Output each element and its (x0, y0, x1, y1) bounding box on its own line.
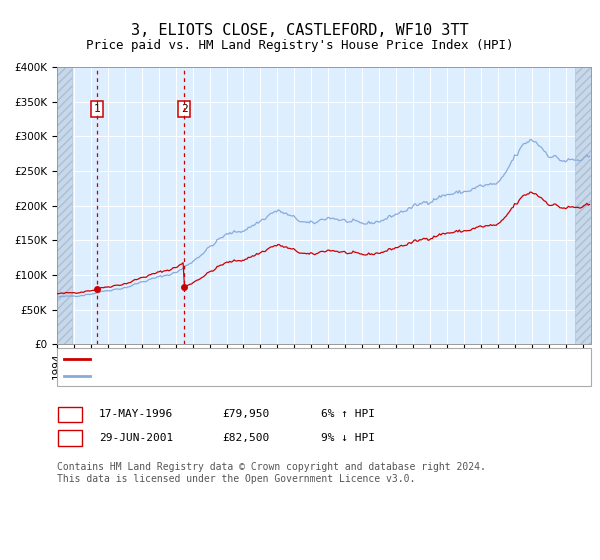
Text: 1: 1 (67, 409, 74, 419)
Text: HPI: Average price, detached house, Wakefield: HPI: Average price, detached house, Wake… (94, 371, 398, 381)
Text: 2: 2 (67, 433, 74, 443)
Text: 6% ↑ HPI: 6% ↑ HPI (321, 409, 375, 419)
Text: 1: 1 (94, 104, 101, 114)
Text: 9% ↓ HPI: 9% ↓ HPI (321, 433, 375, 443)
Text: 2: 2 (181, 104, 188, 114)
Text: 3, ELIOTS CLOSE, CASTLEFORD, WF10 3TT (detached house): 3, ELIOTS CLOSE, CASTLEFORD, WF10 3TT (d… (94, 353, 459, 363)
Text: Contains HM Land Registry data © Crown copyright and database right 2024.
This d: Contains HM Land Registry data © Crown c… (57, 462, 486, 484)
Text: 3, ELIOTS CLOSE, CASTLEFORD, WF10 3TT: 3, ELIOTS CLOSE, CASTLEFORD, WF10 3TT (131, 24, 469, 38)
Text: £79,950: £79,950 (222, 409, 269, 419)
Text: 17-MAY-1996: 17-MAY-1996 (99, 409, 173, 419)
Text: 29-JUN-2001: 29-JUN-2001 (99, 433, 173, 443)
Text: Price paid vs. HM Land Registry's House Price Index (HPI): Price paid vs. HM Land Registry's House … (86, 39, 514, 53)
Text: £82,500: £82,500 (222, 433, 269, 443)
